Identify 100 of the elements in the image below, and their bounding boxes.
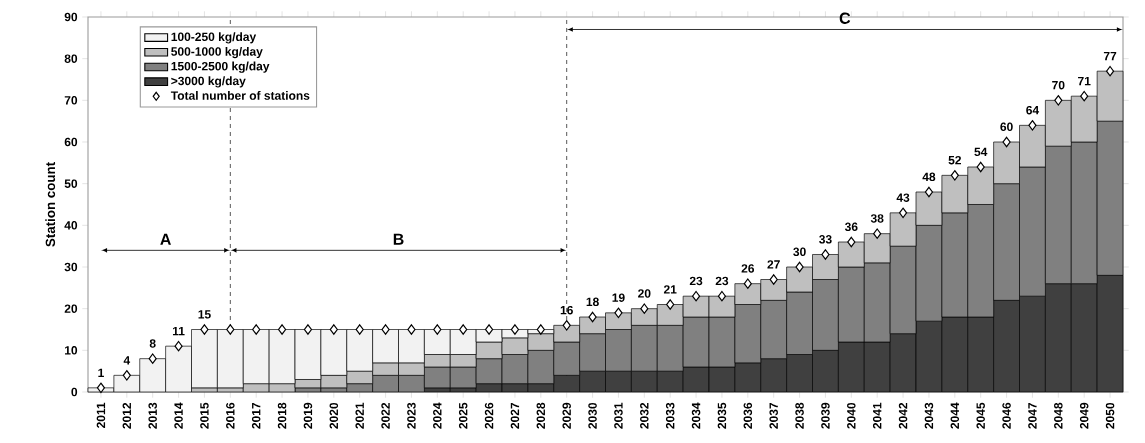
point <box>666 299 675 310</box>
point <box>691 290 701 302</box>
x-tick-label: 2022 <box>381 402 390 429</box>
y-axis-title: Station count <box>45 162 56 247</box>
point <box>303 324 313 335</box>
point <box>588 311 597 323</box>
y-tick-label: 80 <box>64 54 78 63</box>
x-tick-label: 2039 <box>821 402 830 429</box>
data-label: 16 <box>560 305 573 315</box>
point <box>174 340 183 352</box>
point <box>252 324 261 335</box>
point <box>381 324 390 335</box>
x-tick-label: 2047 <box>1028 402 1037 429</box>
x-tick-label: 2031 <box>614 402 623 429</box>
legend-label: 500-1000 kg/day <box>171 46 263 59</box>
x-tick-label: 2043 <box>924 402 934 429</box>
x-tick-label: 2011 <box>96 402 106 429</box>
x-tick-label: 2014 <box>174 402 183 429</box>
legend-label: 1500-2500 kg/day <box>171 61 270 73</box>
data-label: 18 <box>586 297 599 307</box>
data-label: 77 <box>1103 51 1117 61</box>
point <box>1080 90 1089 102</box>
data-label: 52 <box>948 155 962 165</box>
x-tick-label: 2023 <box>407 402 416 429</box>
point <box>329 324 338 335</box>
point <box>847 236 856 248</box>
point <box>510 324 520 335</box>
y-tick-label: 70 <box>64 96 78 105</box>
x-tick-label: 2050 <box>1105 402 1115 429</box>
point <box>200 324 209 335</box>
y-tick-label: 30 <box>64 262 78 272</box>
point <box>1002 136 1011 148</box>
annotation: C <box>839 12 851 24</box>
legend-label: Total number of stations <box>170 91 310 100</box>
data-label: 38 <box>870 214 884 223</box>
point <box>484 324 494 335</box>
point <box>459 324 468 335</box>
data-label: 8 <box>149 339 156 348</box>
x-tick-label: 2044 <box>950 402 960 429</box>
x-tick-label: 2026 <box>484 402 494 429</box>
point <box>640 303 649 314</box>
data-label: 23 <box>715 276 729 286</box>
x-tick-label: 2029 <box>562 402 571 429</box>
x-tick-label: 2024 <box>433 402 442 429</box>
point <box>407 324 416 335</box>
point <box>743 278 752 289</box>
point <box>873 228 882 239</box>
point <box>795 261 804 273</box>
data-label: 30 <box>793 247 806 257</box>
x-tick-label: 2013 <box>148 402 157 429</box>
data-label: 64 <box>1026 105 1040 115</box>
annotation: B <box>393 233 404 245</box>
point <box>898 207 908 219</box>
data-label: 23 <box>689 276 703 286</box>
data-label: 1 <box>98 368 104 377</box>
data-label: 11 <box>172 326 185 336</box>
x-tick-label: 2025 <box>458 402 468 429</box>
x-tick-label: 2033 <box>665 402 675 429</box>
x-tick-label: 2020 <box>329 402 339 429</box>
data-label: 48 <box>922 172 936 182</box>
x-tick-label: 2049 <box>1079 402 1089 429</box>
x-tick-label: 2037 <box>769 402 778 429</box>
annotation: A <box>160 233 171 245</box>
x-tick-label: 2032 <box>640 402 649 429</box>
x-tick-label: 2028 <box>536 402 546 429</box>
point <box>1105 65 1115 77</box>
point <box>1054 95 1063 106</box>
x-tick-label: 2035 <box>717 402 727 429</box>
point <box>536 324 545 335</box>
y-tick-label: 50 <box>64 179 78 188</box>
x-tick-label: 2017 <box>251 402 261 429</box>
x-tick-label: 2021 <box>355 402 364 429</box>
x-tick-label: 2038 <box>795 402 804 429</box>
data-label: 21 <box>663 285 677 294</box>
point <box>717 290 727 302</box>
x-tick-label: 2016 <box>226 402 235 429</box>
point <box>769 274 778 285</box>
point <box>821 249 830 260</box>
point <box>355 324 364 335</box>
point <box>148 353 157 364</box>
x-tick-label: 2034 <box>691 402 701 429</box>
data-label: 33 <box>819 235 832 244</box>
point <box>1028 120 1037 131</box>
x-tick-label: 2012 <box>122 402 132 429</box>
x-tick-label: 2019 <box>303 402 313 429</box>
x-tick-label: 2015 <box>200 402 209 429</box>
x-tick-label: 2030 <box>588 402 597 429</box>
y-tick-label: 40 <box>64 221 78 230</box>
y-tick-label: 20 <box>64 304 78 313</box>
point <box>277 324 287 335</box>
point <box>924 186 934 198</box>
y-tick-label: 0 <box>71 387 78 397</box>
x-tick-label: 2040 <box>847 402 856 429</box>
data-label: 70 <box>1052 80 1065 90</box>
data-label: 26 <box>741 264 755 273</box>
data-label: 4 <box>123 356 131 365</box>
data-label: 60 <box>1000 122 1013 132</box>
data-label: 20 <box>638 289 651 298</box>
x-tick-label: 2027 <box>510 402 520 429</box>
data-label: 54 <box>974 147 988 157</box>
